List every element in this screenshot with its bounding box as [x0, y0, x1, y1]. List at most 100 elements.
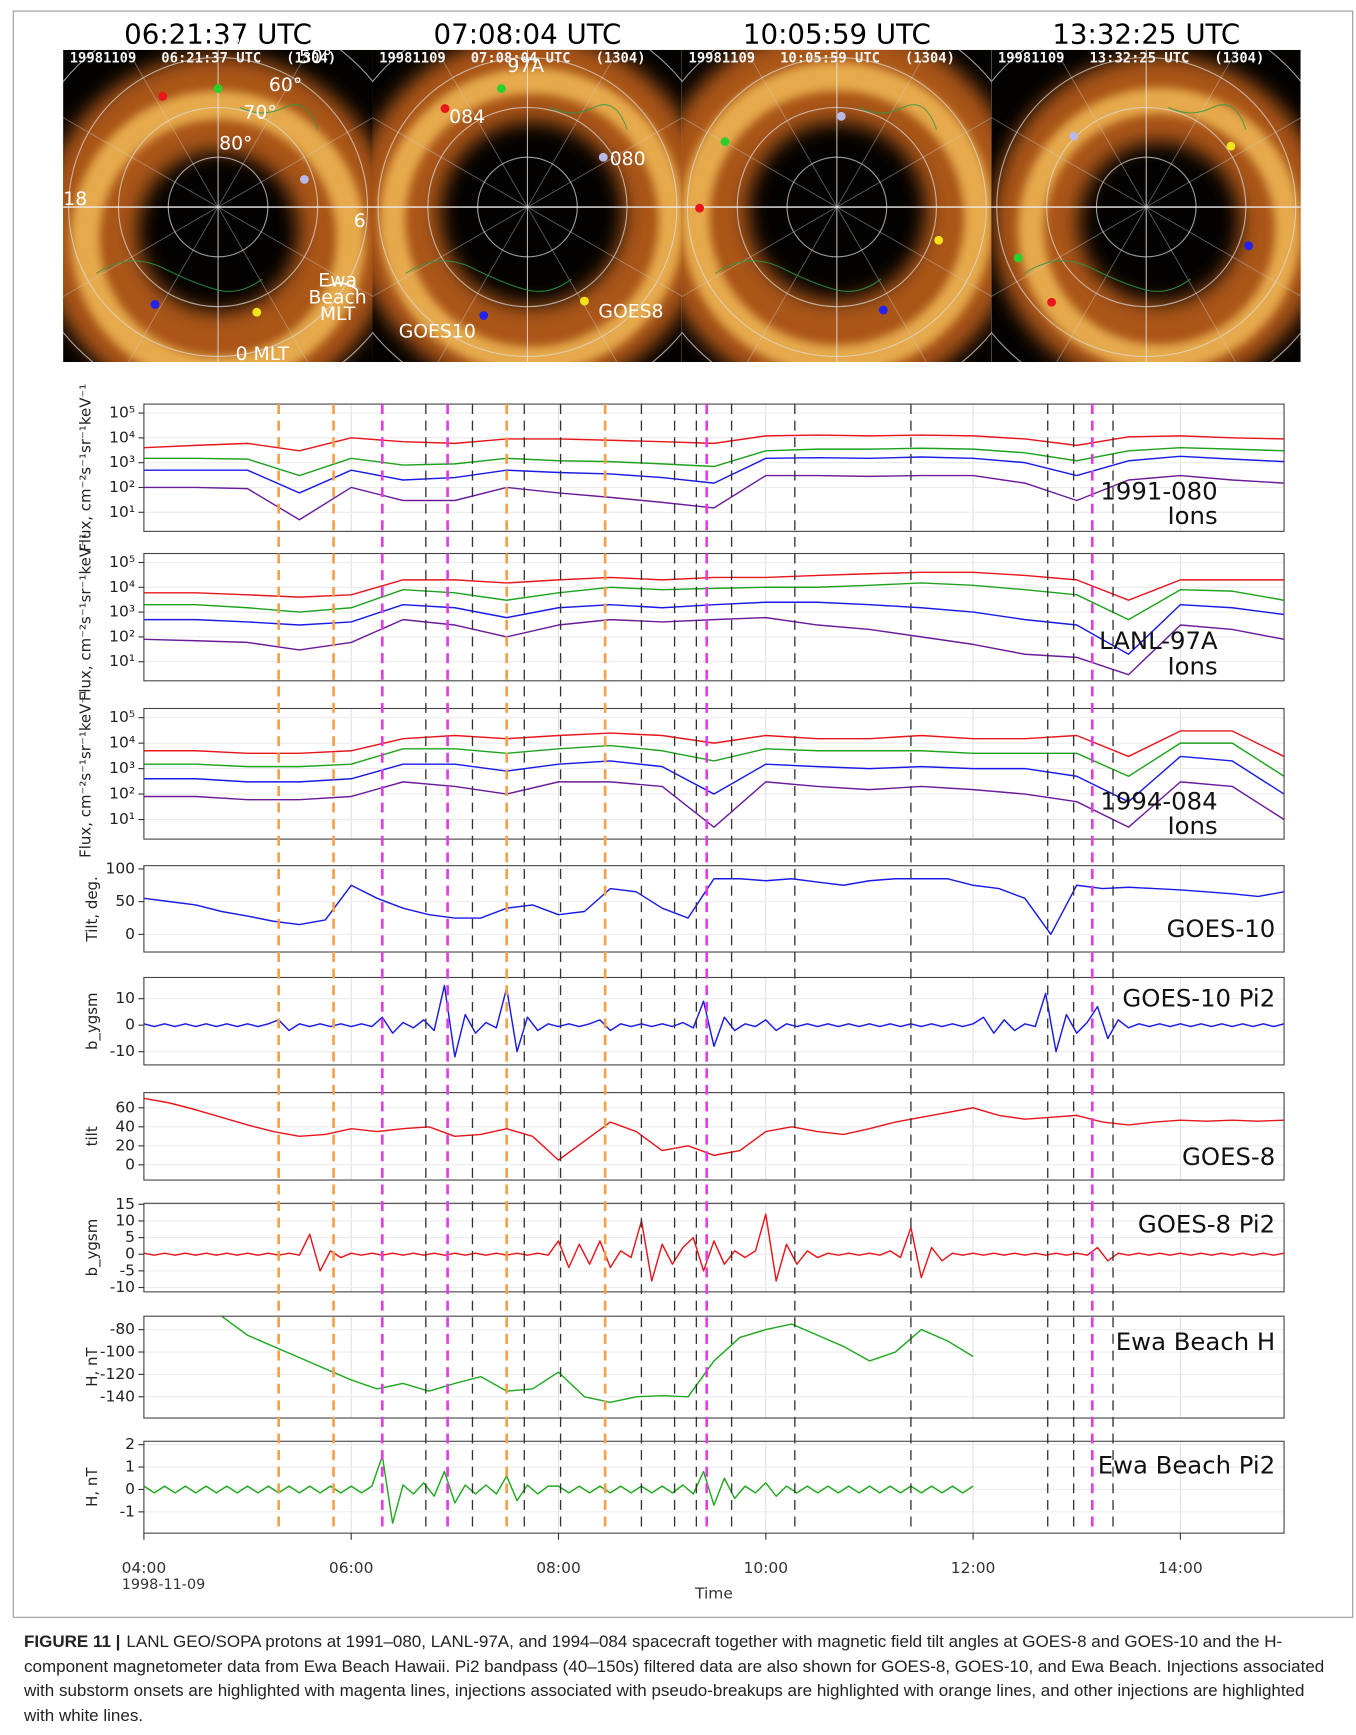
coastline	[95, 104, 319, 293]
image-header: 19981109 10:05:59 UTC (1304)	[689, 51, 955, 67]
data-line	[143, 730, 1285, 758]
x-axis-label: Time	[694, 1585, 733, 1603]
x-tick-label: 12:00	[951, 1559, 996, 1577]
spacecraft-dot	[299, 174, 309, 184]
panel-annotation: Ions	[1167, 652, 1217, 681]
caption-label: FIGURE 11 |	[24, 1632, 121, 1651]
image-label: 084	[449, 107, 485, 128]
spacecraft-dot	[720, 137, 730, 147]
y-tick-label: -100	[100, 1343, 135, 1361]
y-axis-label: b_ygsm	[83, 992, 101, 1050]
panel-frame	[143, 1440, 1285, 1534]
y-axis-label: Flux, cm⁻²s⁻¹sr⁻¹keV⁻¹	[76, 690, 94, 858]
image-header: 19981109 13:32:25 UTC (1304)	[998, 51, 1264, 67]
y-tick-label: 1	[125, 1458, 135, 1476]
data-line	[143, 742, 1285, 777]
spacecraft-dot	[150, 300, 160, 309]
mlt-line	[126, 49, 219, 208]
spacecraft-dot	[695, 203, 705, 213]
image-label: Ewa	[318, 271, 357, 292]
x-date-label: 1998-11-09	[122, 1577, 206, 1593]
mlt-line	[1054, 49, 1147, 208]
spacecraft-dot	[1226, 141, 1236, 151]
panel-frame	[143, 552, 1285, 682]
mlt-line	[372, 117, 528, 208]
y-tick-label: 10⁴	[109, 578, 135, 596]
panel-annotation: Ewa Beach Pi2	[1098, 1451, 1276, 1480]
aurora-image: 19981109 07:08:04 UTC (1304)	[372, 49, 682, 363]
y-tick-label: -10	[110, 1278, 135, 1296]
y-axis-label: H, nT	[83, 1347, 101, 1387]
x-tick-label: 14:00	[1158, 1559, 1203, 1577]
data-line	[143, 1455, 974, 1524]
aurora-image: 19981109 06:21:37 UTC (1304)	[63, 49, 373, 363]
y-tick-label: 5	[125, 1228, 135, 1246]
y-tick-label: 50	[115, 892, 135, 910]
y-tick-label: 40	[115, 1117, 135, 1135]
figure: 19981109 06:21:37 UTC (1304)06:21:37 UTC…	[12, 10, 1354, 1618]
image-label: 0 MLT	[236, 344, 290, 365]
y-axis-label: tilt	[83, 1126, 101, 1146]
y-axis-label: H, nT	[83, 1467, 101, 1507]
panel-plot	[143, 1455, 974, 1524]
spacecraft-dot	[479, 311, 489, 320]
y-tick-label: 10⁵	[109, 404, 135, 422]
panel-annotation: GOES-10	[1167, 914, 1276, 943]
panel-frame	[143, 1315, 1285, 1419]
y-axis-label: b_ygsm	[83, 1219, 101, 1277]
mlt-line	[1145, 206, 1237, 363]
image-header: 19981109 07:08:04 UTC (1304)	[379, 51, 645, 67]
y-tick-label: 15	[115, 1195, 135, 1213]
panel-annotation: GOES-10 Pi2	[1122, 984, 1275, 1013]
mlt-line	[836, 206, 992, 297]
panel-frame	[143, 1202, 1285, 1293]
spacecraft-dot	[836, 111, 846, 121]
spacecraft-dot	[598, 152, 608, 162]
mlt-line	[437, 206, 528, 363]
panel-frame	[143, 403, 1285, 532]
mlt-line	[1146, 206, 1301, 297]
mlt-line	[836, 206, 927, 363]
y-tick-label: 10	[115, 989, 135, 1007]
y-axis-label: Flux, cm⁻²s⁻¹sr⁻¹keV⁻¹	[76, 533, 94, 701]
image-label: 18	[63, 189, 87, 210]
y-tick-label: -140	[100, 1387, 135, 1405]
mlt-line	[217, 206, 309, 363]
ewa-pointer	[328, 282, 359, 291]
y-tick-label: 10⁴	[109, 734, 135, 752]
panel-frame	[143, 707, 1285, 840]
mlt-line	[217, 206, 373, 297]
panel-annotation: Ions	[1167, 501, 1217, 530]
image-title: 10:05:59 UTC	[743, 17, 931, 50]
image-label: 12	[217, 34, 241, 55]
mlt-line	[1146, 117, 1301, 208]
data-line	[221, 1316, 974, 1404]
y-tick-label: 20	[115, 1136, 135, 1154]
image-header: 19981109 06:21:37 UTC (1304)	[70, 51, 336, 67]
y-tick-label: -120	[100, 1365, 135, 1383]
y-tick-label: 10¹	[109, 810, 135, 828]
image-label: 80°	[219, 133, 252, 154]
x-tick-label: 04:00	[122, 1559, 167, 1577]
panel-annotation: 1991-080	[1100, 477, 1217, 506]
spacecraft-dot	[934, 235, 944, 245]
spacecraft-dot	[878, 305, 888, 315]
spacecraft-dot	[1047, 297, 1057, 307]
panel-frame	[143, 865, 1285, 953]
y-tick-label: 0	[125, 1016, 135, 1034]
data-line	[143, 1097, 1285, 1161]
spacecraft-dot	[580, 296, 589, 306]
coastline	[714, 104, 937, 293]
coastline	[1024, 104, 1247, 293]
y-axis-label: Tilt, deg.	[83, 876, 101, 942]
y-tick-label: -5	[120, 1261, 135, 1279]
spacecraft-dot	[1244, 241, 1254, 251]
panel-annotation: 1994-084	[1100, 787, 1217, 816]
coastline	[405, 104, 628, 293]
image-label: 50°	[299, 47, 332, 68]
mlt-line	[63, 117, 219, 208]
mlt-line	[836, 117, 992, 208]
auroral-oval-core	[1018, 87, 1301, 363]
y-tick-label: 10¹	[109, 503, 135, 521]
panel-annotation: LANL-97A	[1099, 626, 1218, 655]
